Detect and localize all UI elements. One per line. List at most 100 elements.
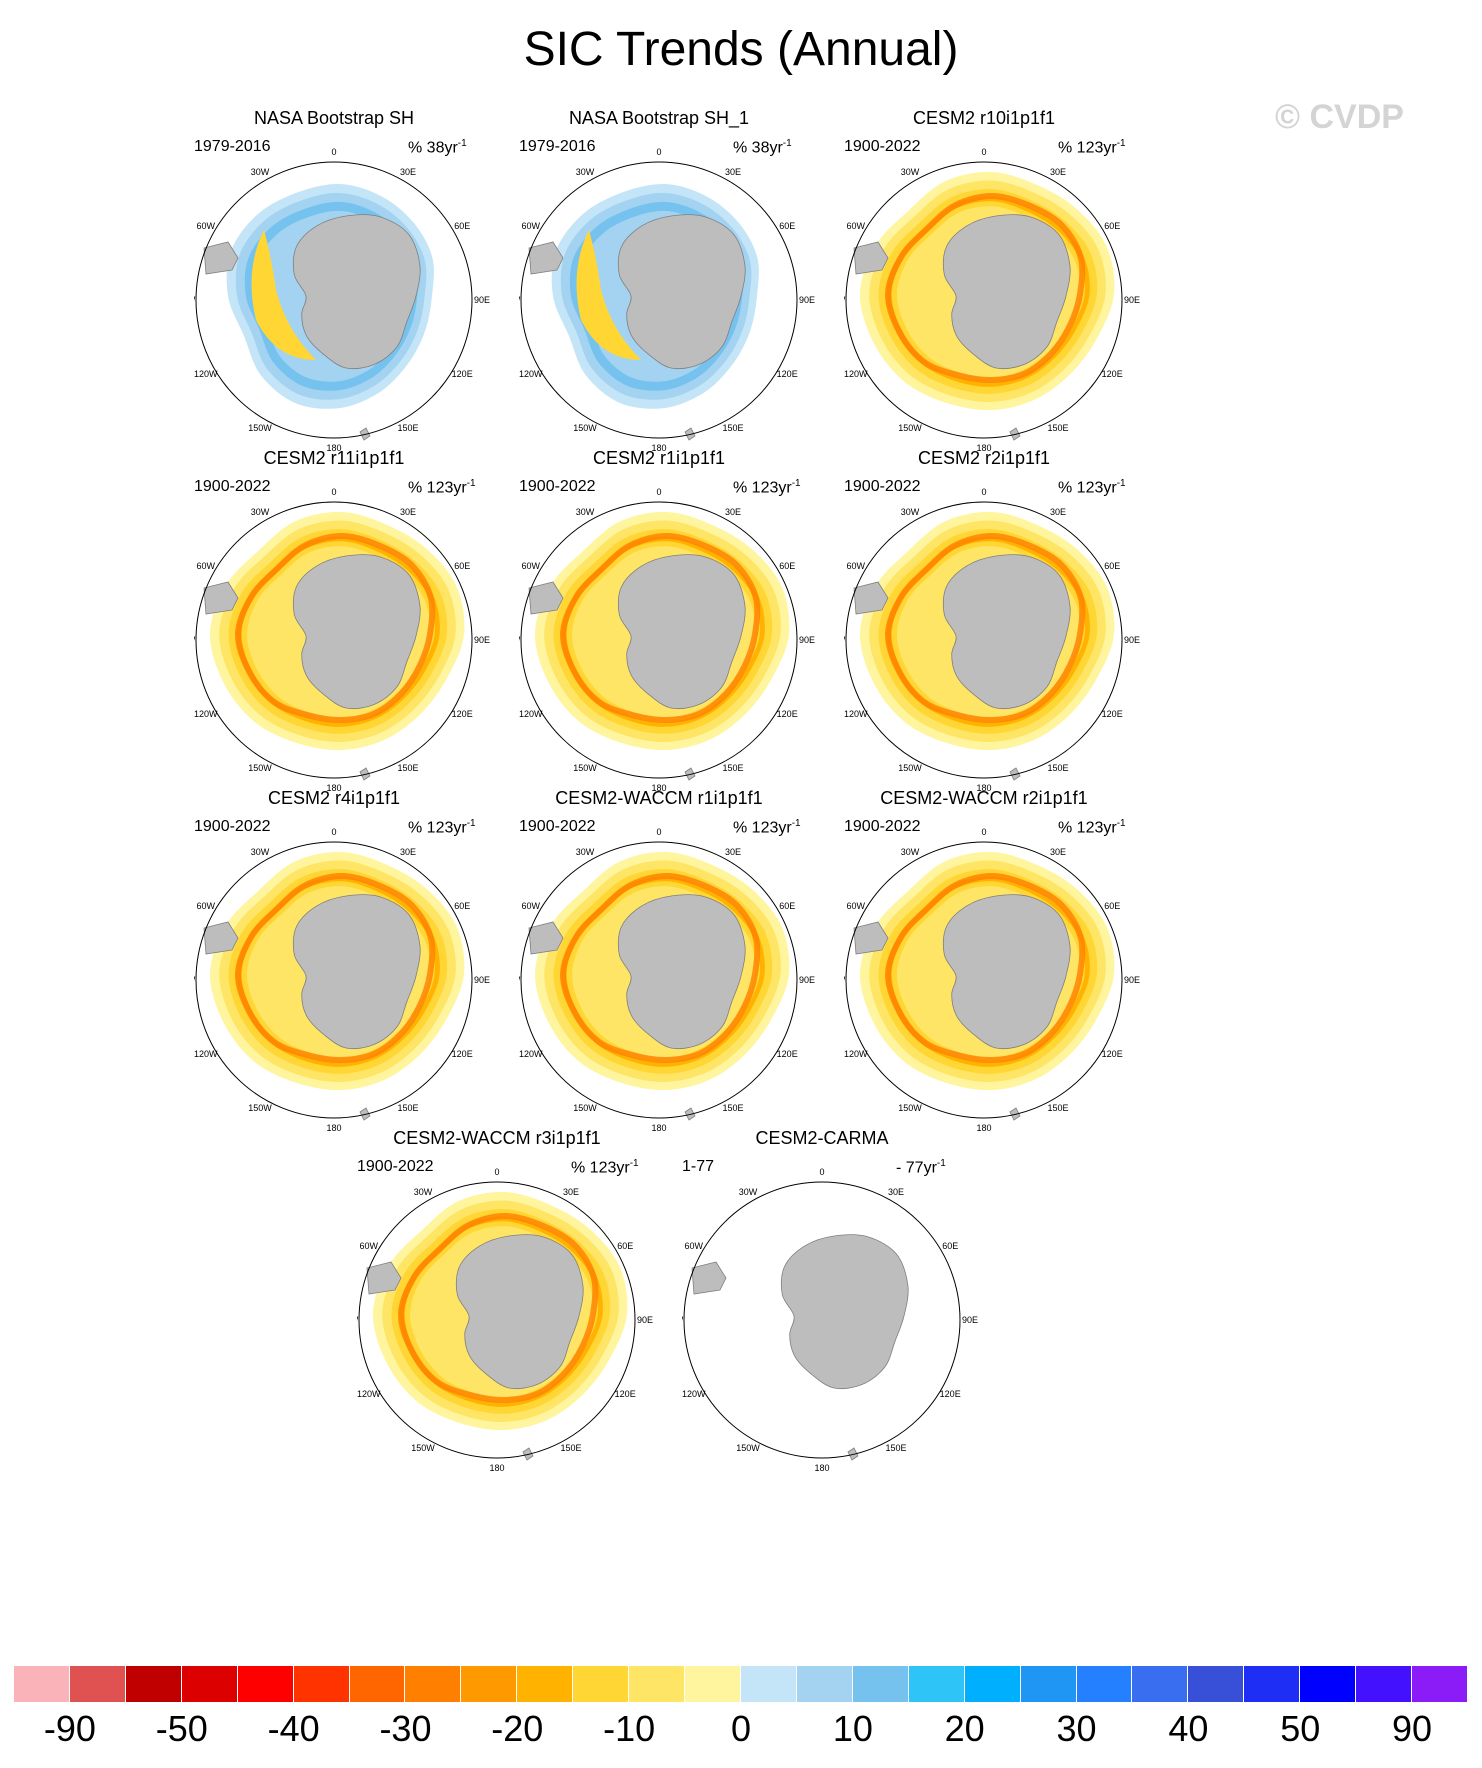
panel-units: % 38yr-1 [408, 138, 467, 157]
antarctica-landmass [617, 214, 746, 370]
map-boundary [520, 161, 798, 439]
longitude-label: 60W [522, 901, 541, 911]
longitude-label: 180 [976, 1123, 991, 1133]
panel-units-exponent: -1 [936, 1158, 946, 1169]
colorbar-box [852, 1666, 909, 1702]
panel-period: 1900-2022 [844, 138, 921, 155]
colorbar-box [1188, 1666, 1245, 1702]
longitude-label: 30W [901, 167, 920, 177]
antarctica-landmass [942, 894, 1071, 1050]
map-panel: 0 30E 60E 90E 120E 150E 180 150W 120W 90W 60W 30W CE… [844, 108, 1204, 478]
strong-trend-band [234, 872, 436, 1064]
map-boundary [195, 501, 473, 779]
longitude-label: 60W [685, 1241, 704, 1251]
longitude-label: 0 [331, 147, 336, 157]
map-boundary [358, 1181, 636, 1459]
longitude-label: 120W [194, 709, 218, 719]
longitude-label: 60E [617, 1241, 633, 1251]
panel-units-text: % 123yr [733, 479, 792, 497]
longitude-label: 90W [194, 975, 196, 985]
longitude-label: 30W [251, 167, 270, 177]
colorbar-tick-label: 30 [1056, 1708, 1097, 1749]
longitude-label: 120E [777, 709, 798, 719]
colorbar-tick-label: -20 [491, 1708, 544, 1749]
colorbar-box [1244, 1666, 1301, 1702]
panel-units-exponent: -1 [1116, 138, 1126, 149]
colorbar-tick-label: 50 [1280, 1708, 1321, 1749]
longitude-label: 0 [331, 487, 336, 497]
longitude-label: 180 [976, 443, 991, 453]
longitude-label: 150W [411, 1443, 435, 1453]
map-boundary [845, 841, 1123, 1119]
panel-title: CESM2 r4i1p1f1 [267, 788, 401, 808]
negative-trend-region [251, 230, 316, 360]
south-america-tip [203, 241, 239, 275]
longitude-label: 60E [1104, 561, 1120, 571]
map-boundary [195, 841, 473, 1119]
panel-units-exponent: -1 [629, 1158, 639, 1169]
longitude-label: 30E [1050, 167, 1066, 177]
longitude-label: 180 [326, 1123, 341, 1133]
map-boundary [520, 501, 798, 779]
strong-trend-band [884, 532, 1086, 724]
longitude-label: 60W [197, 221, 216, 231]
panel-period: 1900-2022 [194, 818, 271, 835]
colorbar-tick-label: -40 [267, 1708, 320, 1749]
longitude-label: 150E [397, 423, 418, 433]
colorbar-box [69, 1666, 126, 1702]
longitude-label: 120W [844, 1049, 868, 1059]
panel-units-exponent: -1 [1116, 818, 1126, 829]
panel-units-text: % 123yr [408, 819, 467, 837]
longitude-label: 30W [901, 847, 920, 857]
longitude-label: 60W [847, 901, 866, 911]
colorbar-box [908, 1666, 965, 1702]
longitude-label: 90E [962, 1315, 978, 1325]
longitude-label: 150W [248, 763, 272, 773]
panel-title: CESM2-WACCM r3i1p1f1 [393, 1128, 601, 1148]
longitude-label: 30E [400, 507, 416, 517]
longitude-label: 60E [779, 901, 795, 911]
panel-units-text: % 123yr [733, 819, 792, 837]
longitude-label: 150W [573, 423, 597, 433]
polar-map: 0 30E 60E 90E 120E 150E 180 150W 120W 90W 60W 30W [844, 487, 1140, 793]
panel-title: CESM2 r11i1p1f1 [263, 448, 405, 468]
longitude-label: 60E [779, 221, 795, 231]
longitude-label: 30W [901, 507, 920, 517]
map-boundary [845, 161, 1123, 439]
panel-period: 1900-2022 [844, 478, 921, 495]
longitude-label: 90W [519, 635, 521, 645]
colorbar-box [461, 1666, 518, 1702]
longitude-label: 120W [844, 369, 868, 379]
map-panel: 0 30E 60E 90E 120E 150E 180 150W 120W 90W 60W 30W CE… [519, 448, 879, 818]
longitude-label: 120E [452, 709, 473, 719]
polar-map: 0 30E 60E 90E 120E 150E 180 150W 120W 90W 60W 30W [682, 1167, 978, 1473]
map-panel: 0 30E 60E 90E 120E 150E 180 150W 120W 90W 60W 30W CE… [519, 788, 879, 1158]
longitude-label: 90W [682, 1315, 684, 1325]
longitude-label: 90W [194, 295, 196, 305]
antarctica-landmass [942, 214, 1071, 370]
longitude-label: 90E [1124, 295, 1140, 305]
longitude-label: 180 [651, 1123, 666, 1133]
panel-units-text: % 123yr [1058, 479, 1117, 497]
longitude-label: 120W [519, 1049, 543, 1059]
longitude-label: 60W [360, 1241, 379, 1251]
longitude-label: 120E [940, 1389, 961, 1399]
longitude-label: 90E [1124, 635, 1140, 645]
panel-period: 1979-2016 [519, 138, 596, 155]
colorbar-box [1412, 1666, 1468, 1702]
longitude-label: 60W [522, 561, 541, 571]
longitude-label: 120E [777, 1049, 798, 1059]
longitude-label: 90E [799, 635, 815, 645]
longitude-label: 0 [656, 487, 661, 497]
panel-units: % 123yr-1 [733, 478, 801, 497]
panel-period: 1900-2022 [519, 478, 596, 495]
longitude-label: 60E [1104, 221, 1120, 231]
antarctica-landmass [292, 214, 421, 370]
panel-units-text: % 38yr [733, 139, 783, 157]
panel-title: CESM2 r10i1p1f1 [912, 108, 1056, 128]
colorbar-box [1020, 1666, 1077, 1702]
longitude-label: 120W [357, 1389, 381, 1399]
longitude-label: 180 [326, 443, 341, 453]
panel-title: CESM2-WACCM r2i1p1f1 [880, 788, 1088, 808]
polar-map: 0 30E 60E 90E 120E 150E 180 150W 120W 90W 60W 30W [519, 487, 815, 793]
